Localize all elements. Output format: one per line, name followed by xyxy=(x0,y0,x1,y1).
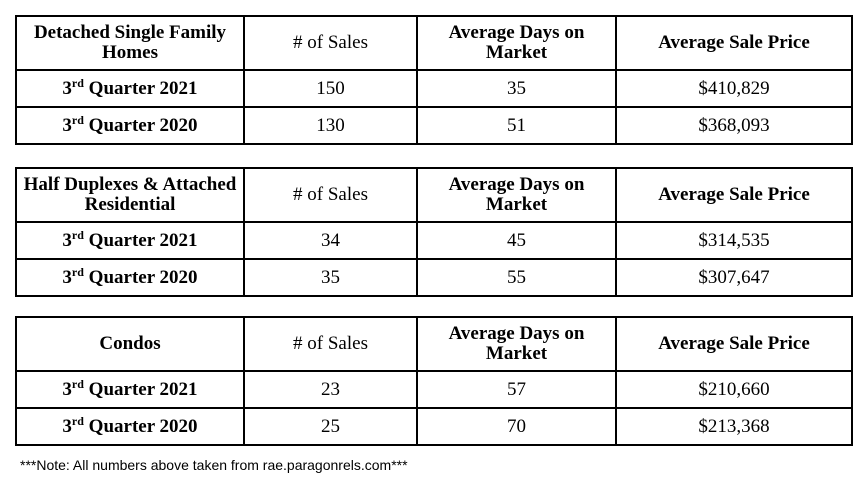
quarter-label: 3rd Quarter 2020 xyxy=(15,407,245,446)
condos-table: Condos # of Sales Average Days on Market… xyxy=(15,316,853,446)
price-header: Average Sale Price xyxy=(615,316,853,372)
source-note: ***Note: All numbers above taken from ra… xyxy=(20,457,408,473)
quarter-label: 3rd Quarter 2021 xyxy=(15,370,245,409)
table-row: 3rd Quarter 2021 23 57 $210,660 xyxy=(15,370,853,409)
sales-header: # of Sales xyxy=(243,15,418,71)
category-label: Half Duplexes & Attached Residential xyxy=(15,167,245,223)
price-value: $368,093 xyxy=(615,106,853,145)
quarter-label: 3rd Quarter 2021 xyxy=(15,221,245,260)
table-row: 3rd Quarter 2020 130 51 $368,093 xyxy=(15,106,853,145)
price-value: $410,829 xyxy=(615,69,853,108)
table-row: 3rd Quarter 2021 150 35 $410,829 xyxy=(15,69,853,108)
sales-value: 35 xyxy=(243,258,418,297)
days-value: 35 xyxy=(416,69,617,108)
days-value: 51 xyxy=(416,106,617,145)
quarter-label: 3rd Quarter 2021 xyxy=(15,69,245,108)
table-header-row: Condos # of Sales Average Days on Market… xyxy=(15,316,853,372)
sales-value: 150 xyxy=(243,69,418,108)
price-value: $314,535 xyxy=(615,221,853,260)
days-value: 70 xyxy=(416,407,617,446)
price-value: $307,647 xyxy=(615,258,853,297)
price-header: Average Sale Price xyxy=(615,167,853,223)
detached-homes-table: Detached Single Family Homes # of Sales … xyxy=(15,15,853,145)
days-value: 57 xyxy=(416,370,617,409)
sales-value: 130 xyxy=(243,106,418,145)
sales-header: # of Sales xyxy=(243,316,418,372)
sales-header: # of Sales xyxy=(243,167,418,223)
quarter-label: 3rd Quarter 2020 xyxy=(15,106,245,145)
price-value: $210,660 xyxy=(615,370,853,409)
category-label: Condos xyxy=(15,316,245,372)
price-header: Average Sale Price xyxy=(615,15,853,71)
days-header: Average Days on Market xyxy=(416,167,617,223)
table-header-row: Detached Single Family Homes # of Sales … xyxy=(15,15,853,71)
price-value: $213,368 xyxy=(615,407,853,446)
category-label: Detached Single Family Homes xyxy=(15,15,245,71)
sales-value: 34 xyxy=(243,221,418,260)
table-row: 3rd Quarter 2020 35 55 $307,647 xyxy=(15,258,853,297)
days-header: Average Days on Market xyxy=(416,15,617,71)
days-header: Average Days on Market xyxy=(416,316,617,372)
days-value: 45 xyxy=(416,221,617,260)
sales-value: 25 xyxy=(243,407,418,446)
table-row: 3rd Quarter 2021 34 45 $314,535 xyxy=(15,221,853,260)
table-row: 3rd Quarter 2020 25 70 $213,368 xyxy=(15,407,853,446)
quarter-label: 3rd Quarter 2020 xyxy=(15,258,245,297)
table-header-row: Half Duplexes & Attached Residential # o… xyxy=(15,167,853,223)
sales-value: 23 xyxy=(243,370,418,409)
half-duplexes-table: Half Duplexes & Attached Residential # o… xyxy=(15,167,853,297)
days-value: 55 xyxy=(416,258,617,297)
